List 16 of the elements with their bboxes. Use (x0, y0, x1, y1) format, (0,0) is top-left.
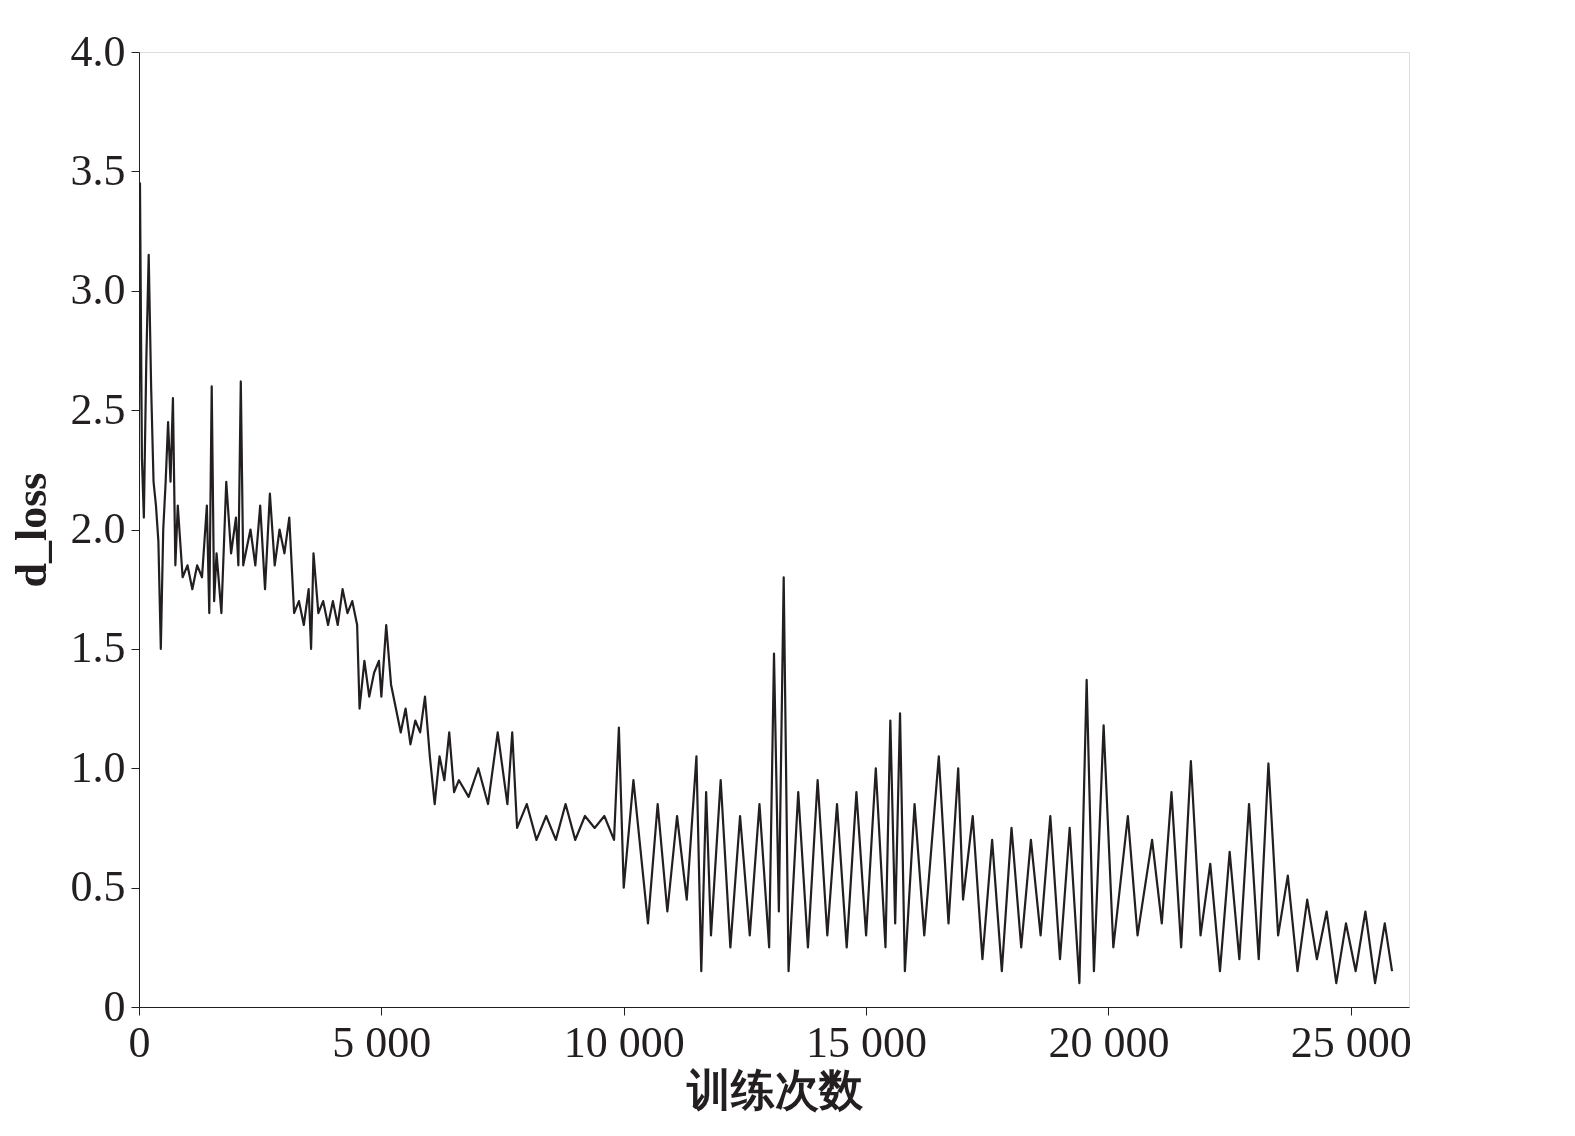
y-tick-label: 1.5 (70, 623, 126, 673)
x-tick-label: 10 000 (563, 1017, 685, 1067)
y-tick-label: 2.0 (70, 504, 126, 553)
x-tick-label: 25 000 (1290, 1017, 1412, 1067)
y-axis-title: d_loss (6, 472, 56, 588)
y-tick-label: 4.0 (70, 26, 126, 76)
y-tick-label: 2.5 (70, 384, 126, 434)
y-tick-label: 0 (103, 981, 126, 1031)
y-tick-label: 3.0 (70, 265, 126, 315)
y-tick-label: 1.0 (70, 742, 126, 792)
x-tick-label: 20 000 (1048, 1017, 1170, 1067)
y-tick-label: 3.5 (70, 145, 126, 195)
y-tick-label: 0.5 (70, 862, 126, 912)
x-axis-title: 训练次数 (685, 1065, 864, 1115)
x-tick-label: 15 000 (806, 1017, 928, 1067)
x-tick-label: 5 000 (332, 1017, 432, 1067)
